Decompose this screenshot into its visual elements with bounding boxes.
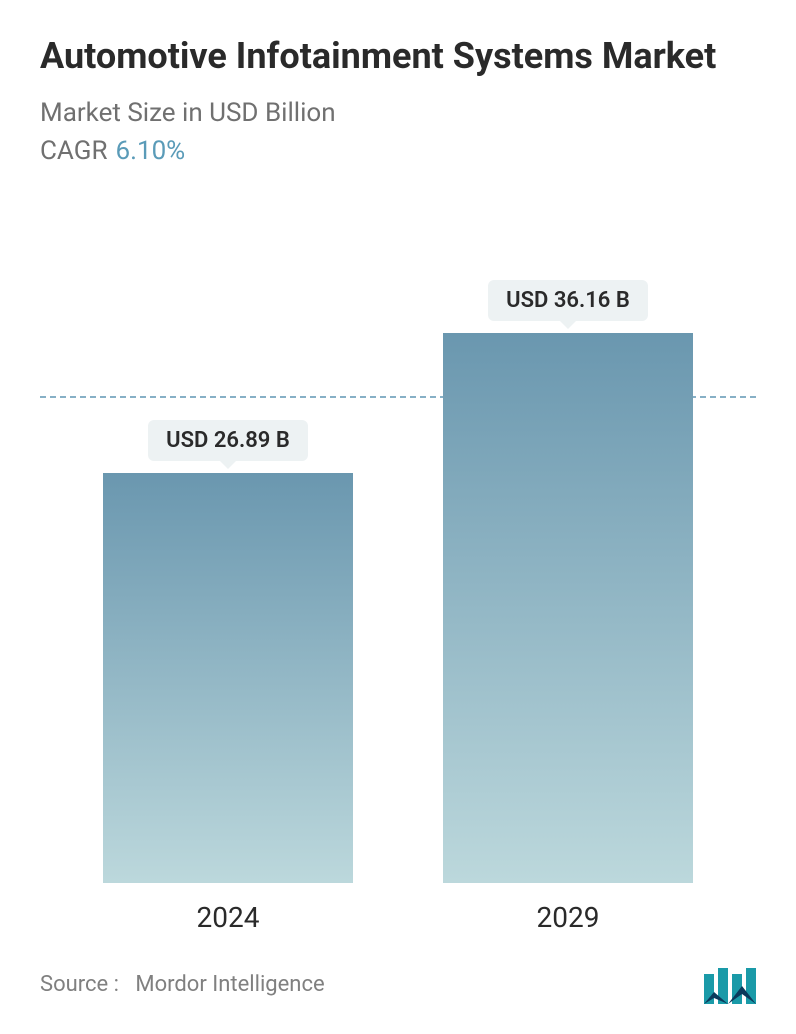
- x-label-0: 2024: [103, 901, 353, 934]
- chart-footer: Source : Mordor Intelligence: [40, 934, 756, 1014]
- bar-0: [103, 473, 353, 883]
- bar-1: [443, 333, 693, 883]
- chart-subtitle: Market Size in USD Billion: [40, 98, 756, 128]
- source-value: Mordor Intelligence: [135, 972, 324, 997]
- value-badge-1: USD 36.16 B: [488, 280, 648, 321]
- x-label-1: 2029: [443, 901, 693, 934]
- chart-area: USD 26.89 B USD 36.16 B: [40, 196, 756, 883]
- value-badge-0: USD 26.89 B: [148, 420, 308, 461]
- source-label: Source :: [40, 972, 119, 997]
- bar-group-0: USD 26.89 B: [103, 420, 353, 883]
- cagr-value: 6.10%: [115, 136, 185, 166]
- source-text: Source : Mordor Intelligence: [40, 972, 325, 997]
- bar-group-1: USD 36.16 B: [443, 280, 693, 883]
- mordor-logo-icon: [704, 964, 756, 1004]
- cagr-label: CAGR: [40, 136, 107, 166]
- x-axis-labels: 2024 2029: [40, 883, 756, 934]
- cagr-row: CAGR 6.10%: [40, 136, 756, 166]
- chart-title: Automotive Infotainment Systems Market: [40, 35, 756, 78]
